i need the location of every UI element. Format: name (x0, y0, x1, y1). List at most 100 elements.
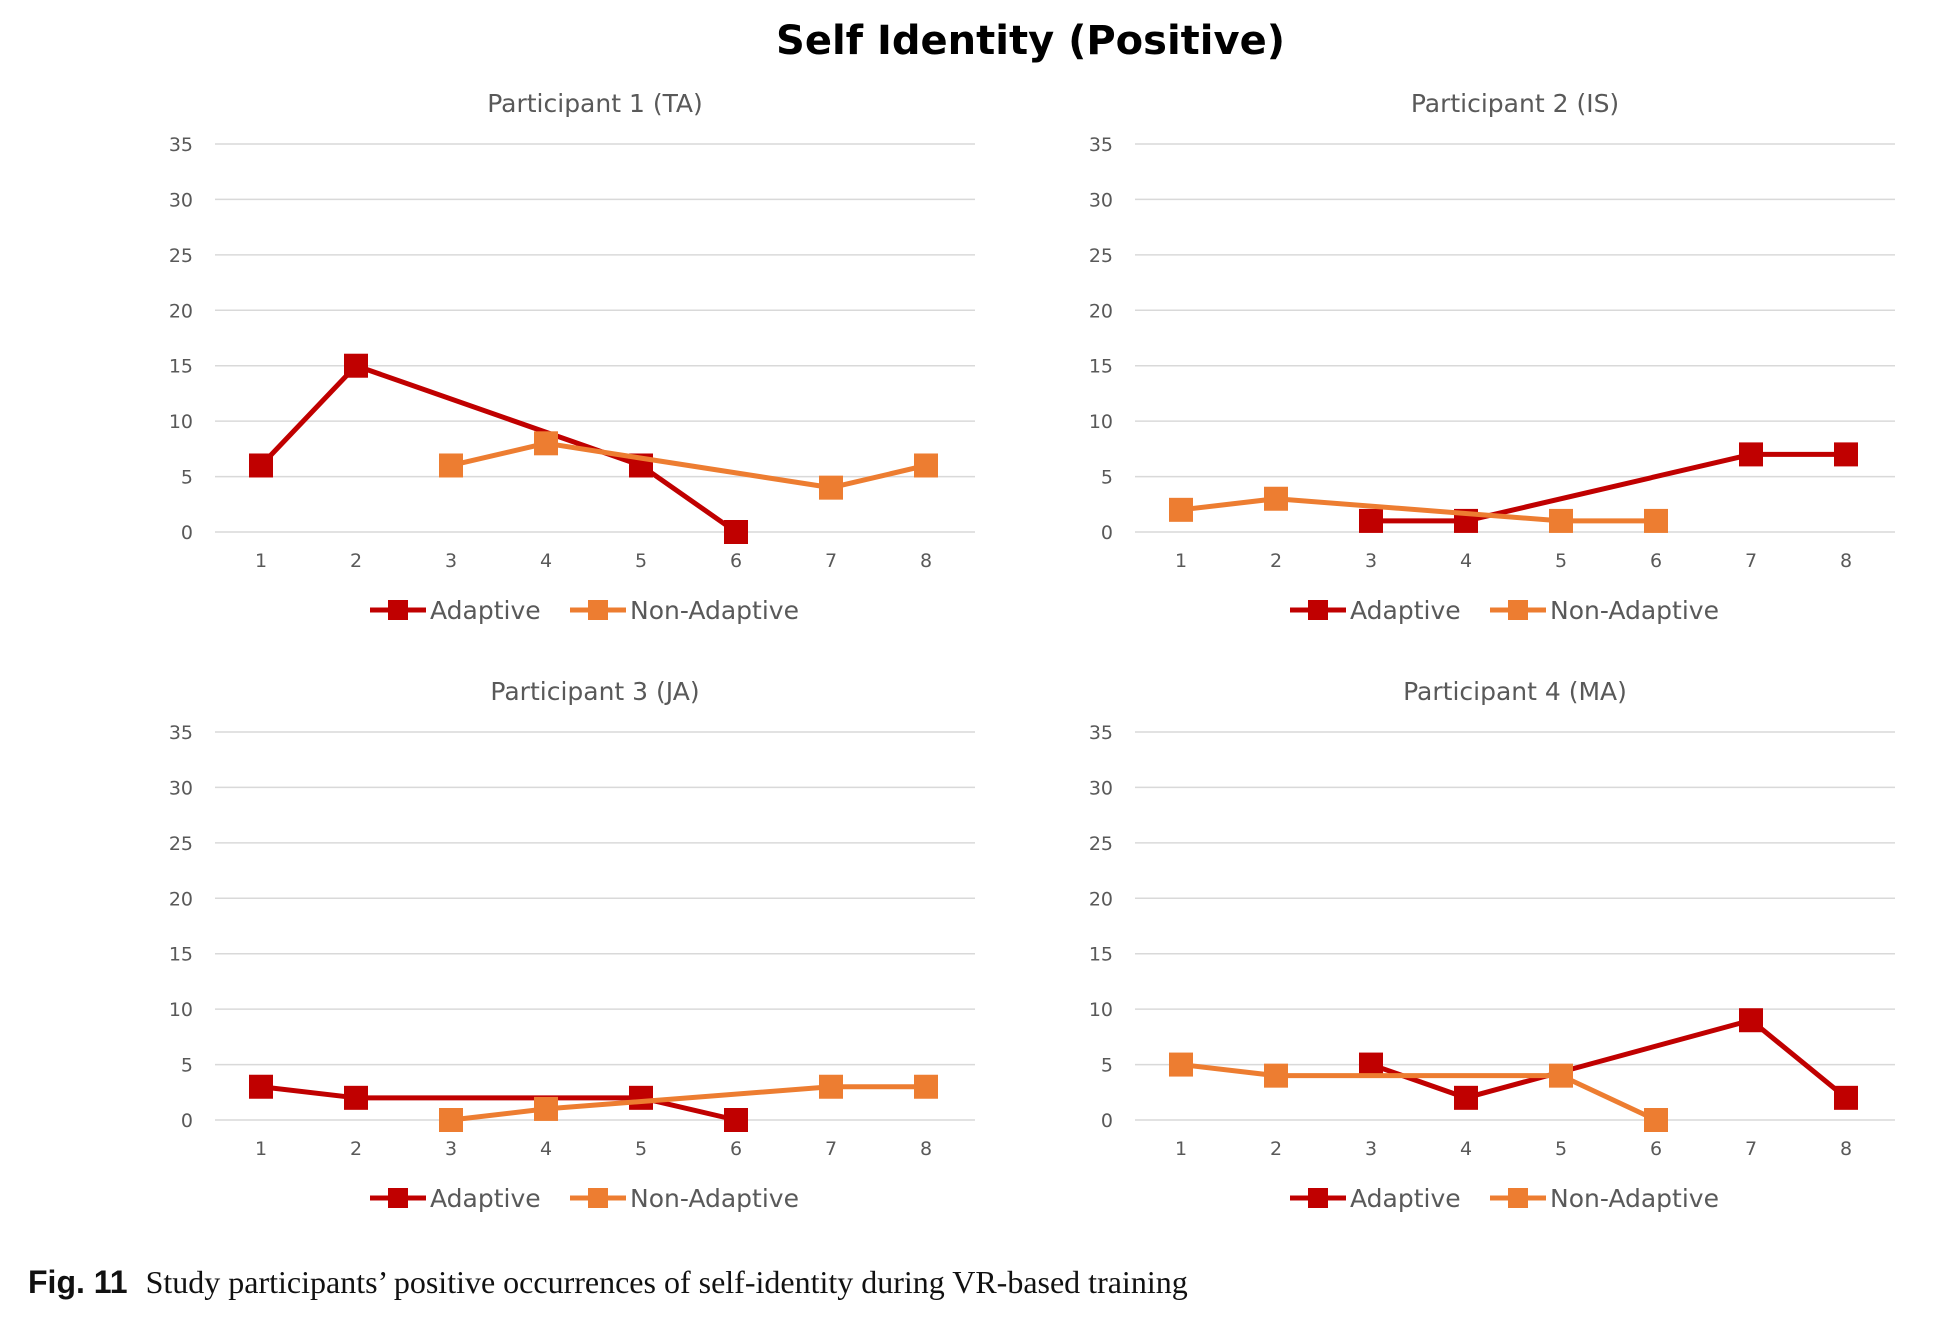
x-tick-label: 1 (1175, 1138, 1187, 1160)
legend-label-adaptive: Adaptive (1350, 596, 1461, 625)
x-tick-label: 3 (445, 1138, 457, 1160)
series-line-adaptive (260, 1084, 737, 1123)
data-point-adaptive (724, 1108, 748, 1132)
chart-title: Participant 4 (MA) (1403, 677, 1627, 706)
x-tick-label: 6 (730, 1138, 742, 1160)
data-point-non_adaptive (914, 1074, 938, 1099)
data-point-adaptive (344, 353, 368, 378)
chart-participant-3: Participant 3 (JA) 0 5 10 15 20 25 30 35 1 2 3 4 5 6 7 8… (160, 660, 1020, 1240)
x-tick-label: 4 (1460, 1138, 1472, 1160)
y-tick-label: 30 (1089, 189, 1113, 211)
legend-marker-non_adaptive (1508, 1188, 1528, 1208)
y-tick-label: 5 (181, 467, 193, 489)
data-point-non_adaptive (914, 453, 938, 478)
x-tick-label: 3 (1365, 1138, 1377, 1160)
data-point-non_adaptive (819, 1074, 843, 1099)
legend-label-adaptive: Adaptive (430, 1184, 541, 1213)
x-tick-label: 6 (1650, 1138, 1662, 1160)
x-tick-label: 7 (825, 550, 837, 572)
y-tick-label: 25 (1089, 833, 1113, 855)
series-line-non_adaptive (450, 1084, 926, 1123)
data-point-non_adaptive (819, 475, 843, 500)
data-point-adaptive (344, 1085, 368, 1110)
legend-marker-adaptive (1308, 1188, 1328, 1208)
chart-svg: Participant 3 (JA) 0 5 10 15 20 25 30 35 1 2 3 4 5 6 7 8… (169, 677, 975, 1213)
data-point-non_adaptive (439, 453, 463, 478)
y-tick-label: 35 (1089, 722, 1113, 744)
x-tick-label: 8 (920, 1138, 932, 1160)
x-tick-label: 8 (1840, 1138, 1852, 1160)
data-point-adaptive (1359, 1052, 1383, 1077)
data-point-adaptive (1359, 508, 1383, 533)
y-tick-label: 25 (169, 833, 193, 855)
x-tick-label: 6 (1650, 550, 1662, 572)
x-tick-label: 5 (635, 550, 647, 572)
y-tick-label: 15 (1089, 944, 1113, 966)
data-point-non_adaptive (1644, 1108, 1668, 1132)
chart-title: Participant 1 (TA) (487, 89, 703, 118)
x-tick-label: 8 (920, 550, 932, 572)
x-tick-label: 2 (350, 1138, 362, 1160)
series-line-adaptive (259, 363, 738, 535)
figure-label: Fig. 11 (28, 1264, 128, 1300)
y-tick-label: 25 (169, 245, 193, 267)
y-tick-label: 10 (169, 999, 193, 1021)
x-tick-label: 1 (255, 550, 267, 572)
x-tick-label: 5 (1555, 1138, 1567, 1160)
x-tick-label: 1 (1175, 550, 1187, 572)
y-tick-label: 5 (1101, 467, 1113, 489)
legend-label-adaptive: Adaptive (1350, 1184, 1461, 1213)
y-tick-label: 0 (181, 522, 193, 544)
legend-label-non_adaptive: Non-Adaptive (1550, 1184, 1719, 1213)
legend-label-non_adaptive: Non-Adaptive (630, 1184, 799, 1213)
legend-marker-non_adaptive (588, 1188, 608, 1208)
legend-marker-non_adaptive (588, 600, 608, 620)
data-point-non_adaptive (1264, 1063, 1288, 1088)
y-tick-label: 10 (1089, 999, 1113, 1021)
series-line-non_adaptive (1180, 1062, 1658, 1123)
chart-svg: Participant 1 (TA) 0 5 10 15 20 25 30 35 1 2 3 4 5 6 7 8… (169, 89, 975, 625)
x-tick-label: 2 (1270, 1138, 1282, 1160)
x-tick-label: 2 (1270, 550, 1282, 572)
y-tick-label: 5 (1101, 1055, 1113, 1077)
chart-svg: Participant 2 (IS) 0 5 10 15 20 25 30 35 1 2 3 4 5 6 7 8… (1089, 89, 1895, 625)
y-tick-label: 35 (169, 134, 193, 156)
y-tick-label: 10 (169, 411, 193, 433)
figure-caption: Fig. 11 Study participants’ positive occu… (28, 1264, 1188, 1301)
series-line-non_adaptive (1180, 496, 1656, 524)
legend-marker-adaptive (1308, 600, 1328, 620)
y-tick-label: 15 (169, 944, 193, 966)
y-tick-label: 5 (181, 1055, 193, 1077)
chart-participant-2: Participant 2 (IS) 0 5 10 15 20 25 30 35 1 2 3 4 5 6 7 8… (1080, 72, 1940, 652)
legend-label-non_adaptive: Non-Adaptive (1550, 596, 1719, 625)
data-point-adaptive (1834, 442, 1858, 467)
series-line-adaptive (1370, 1017, 1848, 1101)
x-tick-label: 4 (1460, 550, 1472, 572)
y-tick-label: 15 (1089, 356, 1113, 378)
y-tick-label: 30 (169, 777, 193, 799)
series-line-non_adaptive (450, 440, 927, 491)
y-tick-label: 20 (169, 300, 193, 322)
data-point-non_adaptive (1549, 1063, 1573, 1088)
x-tick-label: 7 (1745, 1138, 1757, 1160)
data-point-adaptive (249, 1074, 273, 1099)
chart-title: Participant 2 (IS) (1411, 89, 1619, 118)
data-point-non_adaptive (1264, 486, 1288, 511)
x-tick-label: 2 (350, 550, 362, 572)
x-tick-label: 4 (540, 550, 552, 572)
data-point-non_adaptive (1549, 508, 1573, 533)
y-tick-label: 30 (1089, 777, 1113, 799)
y-tick-label: 25 (1089, 245, 1113, 267)
x-tick-label: 5 (1555, 550, 1567, 572)
chart-svg: Participant 4 (MA) 0 5 10 15 20 25 30 35 1 2 3 4 5 6 7 8… (1089, 677, 1895, 1213)
legend-label-non_adaptive: Non-Adaptive (630, 596, 799, 625)
legend-label-adaptive: Adaptive (430, 596, 541, 625)
y-tick-label: 15 (169, 356, 193, 378)
x-tick-label: 7 (1745, 550, 1757, 572)
y-tick-label: 20 (1089, 888, 1113, 910)
data-point-non_adaptive (1169, 1052, 1193, 1077)
data-point-adaptive (1454, 1085, 1478, 1110)
chart-participant-4: Participant 4 (MA) 0 5 10 15 20 25 30 35 1 2 3 4 5 6 7 8… (1080, 660, 1940, 1240)
x-tick-label: 7 (825, 1138, 837, 1160)
x-tick-label: 5 (635, 1138, 647, 1160)
